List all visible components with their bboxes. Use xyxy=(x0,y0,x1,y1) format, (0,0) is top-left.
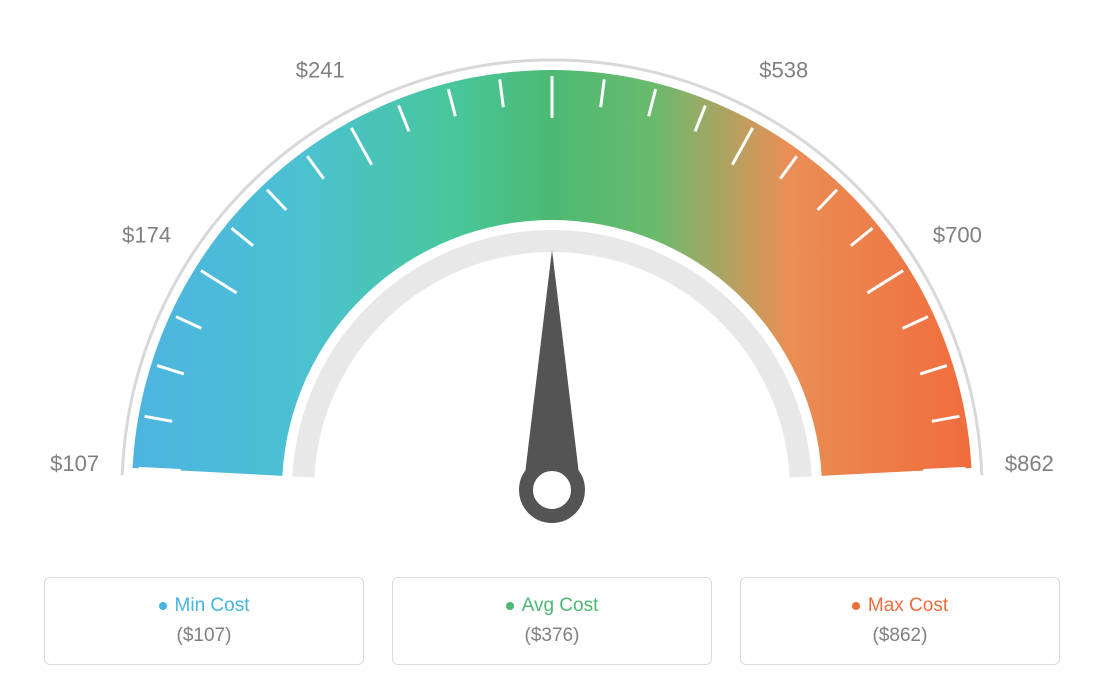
legend-card: Min Cost ($107) xyxy=(44,577,364,665)
legend-title: Min Cost xyxy=(159,595,250,617)
legend-dot-icon xyxy=(159,602,167,610)
legend-value: ($376) xyxy=(525,625,580,647)
legend-label: Min Cost xyxy=(175,595,250,617)
legend-value: ($107) xyxy=(177,625,232,647)
legend-title: Avg Cost xyxy=(506,595,599,617)
gauge-svg: $107 $174 $241 $376 $538 $700 $862 xyxy=(0,20,1104,580)
legend-label: Avg Cost xyxy=(522,595,599,617)
gauge-tick-label: $107 xyxy=(50,451,99,476)
gauge-needle-hub xyxy=(526,464,578,516)
legend-card: Max Cost ($862) xyxy=(740,577,1060,665)
legend-dot-icon xyxy=(506,602,514,610)
gauge-tick-label: $241 xyxy=(296,58,345,83)
gauge-tick-label: $174 xyxy=(122,223,171,248)
legend-dot-icon xyxy=(852,602,860,610)
gauge-tick-label: $376 xyxy=(528,20,577,23)
gauge-tick-label: $700 xyxy=(933,223,982,248)
gauge-chart: $107 $174 $241 $376 $538 $700 $862 xyxy=(0,0,1104,560)
gauge-tick-label: $538 xyxy=(759,58,808,83)
gauge-tick-label: $862 xyxy=(1005,451,1054,476)
legend-value: ($862) xyxy=(873,625,928,647)
legend-title: Max Cost xyxy=(852,595,948,617)
legend-card: Avg Cost ($376) xyxy=(392,577,712,665)
legend-label: Max Cost xyxy=(868,595,948,617)
legend-row: Min Cost ($107) Avg Cost ($376) Max Cost ($86… xyxy=(0,577,1104,665)
